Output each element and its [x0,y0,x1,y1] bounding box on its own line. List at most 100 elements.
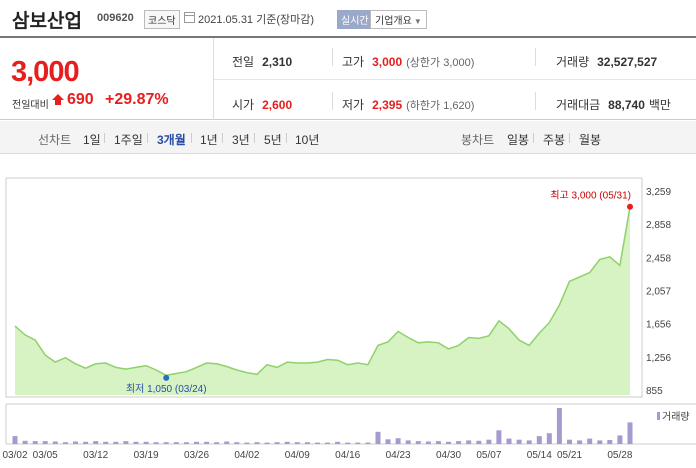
volume-bar [345,443,350,444]
volume-bar [396,438,401,444]
open-value: 2,600 [262,98,292,112]
volume-value: 32,527,527 [597,55,657,69]
volume-bar [244,443,249,444]
y-tick-label: 3,259 [646,187,671,198]
candle-chart-label: 봉차트 [461,131,494,148]
tab-1day[interactable]: 1일 [83,131,101,148]
tab-1year[interactable]: 1년 [200,131,218,148]
prev-close-label: 전일 [232,55,254,69]
x-tick-label: 04/23 [386,450,411,461]
x-tick-label: 04/16 [335,450,360,461]
x-tick-label: 03/12 [83,450,108,461]
volume-bar [214,442,219,444]
chevron-down-icon: ▼ [414,17,422,26]
divider [332,92,333,110]
high-label: 고가 [342,55,364,69]
x-tick-label: 03/19 [134,450,159,461]
volume-bar [53,442,58,445]
y-tick-label: 2,057 [646,287,671,298]
tab-separator [104,133,105,143]
x-tick-label: 05/14 [527,450,552,461]
volume-bar [144,442,149,444]
volume-bar [628,422,633,444]
volume-bar [537,436,542,444]
current-price-box: 3,000 전일대비 690 +29.87% [0,38,214,120]
line-chart-label: 선차트 [38,131,71,148]
volume-bar [275,442,280,444]
volume-bar [466,440,471,444]
stock-code: 009620 [97,12,134,24]
volume-bar [335,442,340,444]
volume-bar [315,443,320,444]
row-divider [214,79,696,80]
company-name: 삼보산업 [12,6,82,33]
tab-separator [222,133,223,143]
volume-bar [194,442,199,444]
volume-bar [103,442,108,444]
date-text: 2021.05.31 기준(장마감) [198,11,314,27]
volume-bar [547,433,552,444]
x-tick-label: 05/07 [476,450,501,461]
realtime-button[interactable]: 실시간 [337,10,373,29]
volume-bar [365,443,370,444]
company-overview-dropdown[interactable]: 기업개요 ▼ [370,10,427,29]
calendar-icon [184,12,195,23]
divider [332,48,333,66]
volume-bar [577,440,582,444]
volume-bar [597,440,602,444]
tab-3month[interactable]: 3개월 [157,131,186,148]
x-tick-label: 04/30 [436,450,461,461]
price-chart: 거래량 3,259 2,858 2,458 2,057 1,656 1,256 855 03… [0,154,696,468]
volume-bar [265,443,270,444]
company-overview-label: 기업개요 [375,16,412,27]
volume-bar [456,441,461,444]
chart-period-tabs: 선차트 1일 1주일 3개월 1년 3년 5년 10년 봉차트 일봉 주봉 월봉 [0,121,696,154]
volume-bar [164,442,169,444]
tab-10year[interactable]: 10년 [295,131,319,148]
volume-bar [13,436,18,444]
x-tick-label: 04/02 [234,450,259,461]
lower-limit-text: (하한가 1,620) [406,100,474,112]
tab-weekly[interactable]: 주봉 [543,131,565,148]
volume-bar [496,430,501,444]
volume-bar [134,442,139,444]
amount-unit: 백만 [649,98,671,112]
volume-bar [386,439,391,444]
price-area [15,207,630,395]
volume-bar [406,440,411,444]
prev-close-value: 2,310 [262,55,292,69]
volume-bar [224,442,229,445]
x-tick-label: 05/21 [557,450,582,461]
tab-separator [147,133,148,143]
tab-monthly[interactable]: 월봉 [579,131,601,148]
volume-bar [355,443,360,444]
x-tick-label: 03/05 [33,450,58,461]
tab-1week[interactable]: 1주일 [114,131,143,148]
volume-bar [557,408,562,444]
tab-daily[interactable]: 일봉 [507,131,529,148]
volume-bar [517,440,522,444]
volume-bar [83,442,88,444]
tab-separator [533,133,534,143]
volume-bar [446,442,451,444]
y-tick-label: 855 [646,386,663,397]
tab-5year[interactable]: 5년 [264,131,282,148]
volume-bar [154,442,159,444]
volume-legend-label: 거래량 [662,411,690,423]
volume-bar [325,443,330,444]
high-annotation: 최고 3,000 (05/31) [550,190,631,202]
upper-limit-text: (상한가 3,000) [406,57,474,69]
volume-bar [305,442,310,444]
volume-bar [285,442,290,444]
volume-bar [567,440,572,444]
up-arrow-icon [52,94,64,100]
volume-bar [93,441,98,444]
volume-bar [426,442,431,445]
x-tick-label: 03/26 [184,450,209,461]
amount-label: 거래대금 [556,98,600,112]
low-label: 저가 [342,98,364,112]
volume-bar [295,442,300,444]
tab-3year[interactable]: 3년 [232,131,250,148]
tab-separator [191,133,192,143]
volume-bar [73,442,78,445]
